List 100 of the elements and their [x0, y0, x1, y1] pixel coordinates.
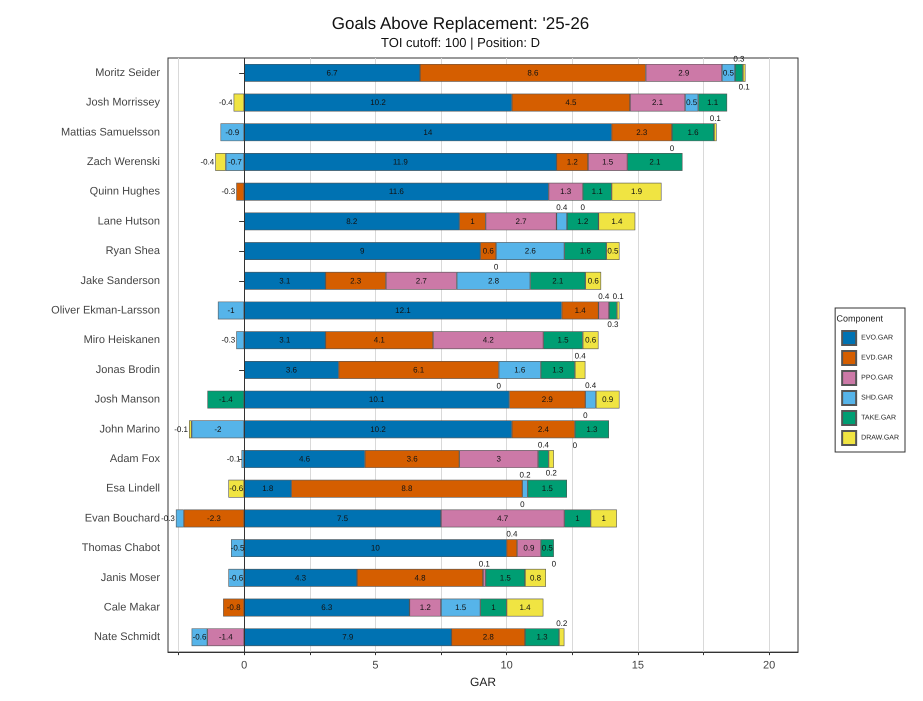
data-label: 1	[470, 216, 476, 226]
data-label: 0.5	[722, 68, 735, 78]
data-label: 0.4	[585, 381, 597, 390]
data-label: 1.3	[560, 187, 572, 196]
data-label: 3.6	[286, 365, 298, 374]
data-label: -1.4	[218, 395, 234, 404]
data-label: 1.3	[552, 365, 564, 374]
y-tick-label: John Marino	[99, 423, 160, 436]
data-label: 1	[575, 514, 580, 523]
y-tick-label: Moritz Seider	[95, 66, 160, 79]
y-tick-label: Zach Werenski	[86, 156, 160, 168]
data-label: 14	[423, 128, 433, 137]
data-label: 4.7	[497, 514, 509, 523]
data-label: 1.4	[574, 306, 586, 315]
data-label: 4.5	[565, 98, 578, 108]
data-label: 1.4	[611, 216, 623, 226]
annotation: 0	[520, 500, 526, 510]
data-label: 10.1	[368, 395, 386, 404]
data-label: -0.6	[192, 632, 207, 642]
data-label: 0.1	[478, 559, 490, 568]
x-tick-label: 15	[632, 660, 644, 672]
data-label: 0.4	[538, 440, 550, 450]
x-tick-label: 0	[241, 660, 248, 672]
data-label: 11.6	[388, 187, 404, 196]
data-label: -1	[227, 306, 236, 315]
y-tick-label: Nate Schmidt	[94, 631, 160, 644]
data-label: 6.7	[326, 68, 338, 78]
data-label: -0.6	[229, 484, 244, 494]
data-label: 2.6	[524, 246, 536, 256]
data-label: 0.8	[530, 573, 542, 582]
data-label: 4.2	[482, 336, 494, 345]
data-label: -2	[214, 424, 222, 434]
data-label: -0.1	[226, 454, 242, 464]
data-label: 2.7	[516, 216, 528, 226]
chart-subtitle: TOI cutoff: 100 | Position: D	[381, 35, 540, 50]
y-tick-label: Thomas Chabot	[82, 542, 160, 554]
y-tick-label: Jonas Brodin	[96, 364, 160, 376]
data-label: 8.8	[401, 484, 413, 494]
data-label: 10.2	[370, 98, 386, 108]
data-label: 12.1	[395, 306, 412, 315]
y-tick-label: Oliver Ekman-Larsson	[51, 304, 160, 316]
data-label: 1.4	[519, 603, 532, 612]
data-label: 0.9	[602, 395, 614, 404]
annotation: 0	[496, 381, 502, 390]
data-label: 2.7	[416, 276, 428, 286]
data-label: 3.1	[279, 276, 291, 286]
data-label: 0.5	[686, 98, 698, 108]
data-label: -0.4	[200, 157, 215, 166]
data-label: 0.1	[738, 82, 750, 92]
data-label: 1	[491, 603, 496, 612]
annotation: 0	[670, 144, 675, 153]
annotation: 0	[572, 440, 578, 450]
data-label: 1.2	[577, 216, 589, 226]
data-label: 7.9	[342, 632, 354, 642]
data-label: 1	[602, 514, 607, 523]
annotation: 0	[580, 203, 586, 212]
y-tick-label: Mattias Samuelsson	[60, 126, 160, 138]
data-label: 2.8	[482, 632, 494, 642]
data-label: 3.6	[406, 454, 418, 464]
data-label: 4.6	[298, 454, 311, 464]
data-label: 1.1	[707, 98, 719, 108]
data-label: 1.3	[586, 424, 598, 434]
annotation: 0	[583, 411, 588, 420]
data-label: 1.5	[542, 484, 554, 494]
data-label: 0.6	[585, 336, 597, 345]
y-tick-label: Cale Makar	[104, 602, 160, 614]
x-tick-label: 5	[372, 660, 378, 672]
data-label: -0.3	[221, 336, 236, 345]
y-tick-label: Miro Heiskanen	[84, 334, 160, 346]
data-label: 2.9	[542, 395, 554, 404]
data-label: 4.1	[374, 336, 386, 345]
x-axis-title: GAR	[470, 675, 496, 689]
data-label: 10.2	[370, 424, 386, 434]
data-label: 3	[496, 454, 502, 464]
x-tick-label: 20	[763, 660, 776, 672]
y-tick-label: Josh Manson	[94, 394, 160, 406]
data-label: -2.3	[207, 514, 222, 523]
data-label: 11.9	[392, 157, 408, 166]
y-tick-label: Josh Morrissey	[86, 96, 160, 109]
data-label: 4.8	[414, 573, 426, 582]
data-label: 1.6	[580, 246, 592, 256]
y-tick-label: Evan Bouchard	[84, 512, 160, 524]
data-label: 0.2	[556, 618, 568, 628]
data-label: 2.1	[652, 98, 664, 108]
chart-title: Goals Above Replacement: '25-26	[332, 14, 590, 33]
data-label: 0.5	[607, 246, 620, 256]
y-tick-label: Lane Hutson	[98, 215, 160, 228]
data-label: 1.3	[536, 632, 548, 642]
data-label: 2.8	[488, 276, 500, 286]
data-label: 0.4	[556, 202, 568, 212]
data-label: 0.4	[574, 351, 586, 360]
x-tick-label: 10	[500, 660, 513, 672]
legend-title: Component	[836, 314, 884, 324]
annotation: 0	[552, 560, 557, 569]
data-label: 6.1	[413, 365, 425, 374]
data-label: 1.2	[420, 603, 432, 612]
data-label: 2.3	[636, 128, 648, 137]
y-tick-label: Janis Moser	[100, 572, 160, 584]
data-label: 0.2	[546, 468, 558, 478]
data-label: 1.2	[566, 157, 578, 166]
